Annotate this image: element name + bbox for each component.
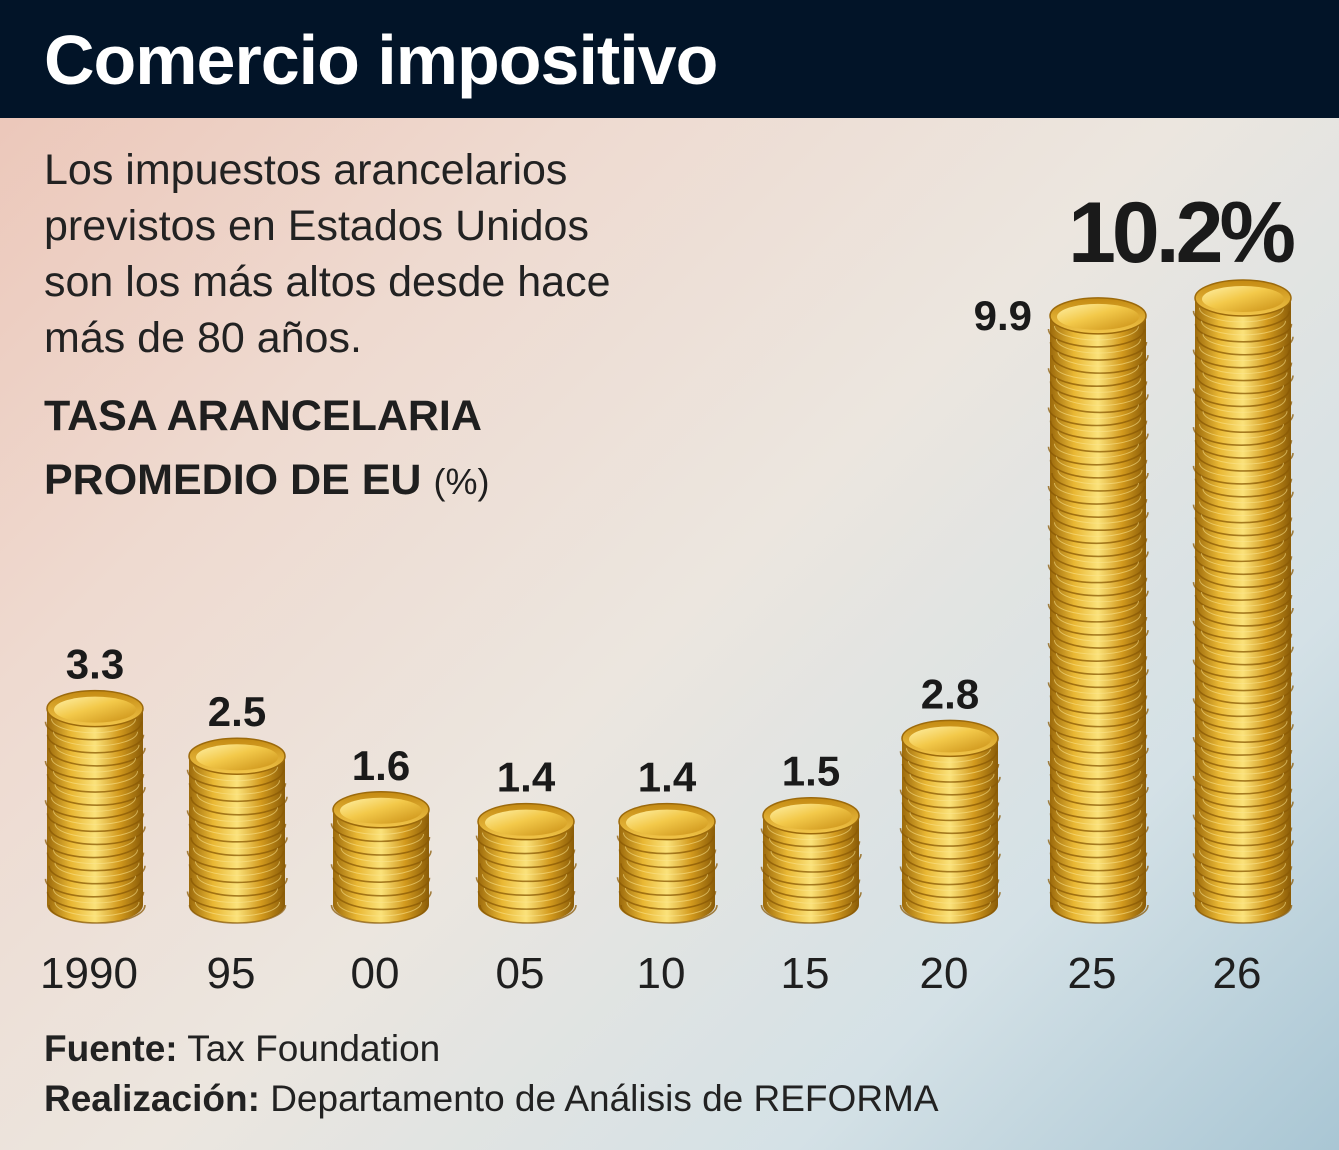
chart-title-text: TASA ARANCELARIA PROMEDIO DE EU xyxy=(44,392,481,504)
tick-label: 25 xyxy=(1068,949,1117,998)
value-label: 9.9 xyxy=(974,292,1032,339)
bar-15 xyxy=(760,796,862,924)
value-label: 1.5 xyxy=(782,748,840,795)
tick-label: 10 xyxy=(637,949,686,998)
tick-label: 95 xyxy=(207,949,256,998)
bar-05 xyxy=(475,802,577,924)
value-label: 10.2% xyxy=(1068,185,1294,281)
title-bar: Comercio impositivo xyxy=(0,0,1339,118)
value-label: 2.8 xyxy=(921,670,979,717)
tick-label: 00 xyxy=(351,949,400,998)
bar-1990 xyxy=(44,689,146,924)
source-text: Tax Foundation xyxy=(187,1028,441,1069)
credit-line: Realización: Departamento de Análisis de… xyxy=(44,1074,939,1124)
tick-label: 15 xyxy=(781,949,830,998)
bar-10 xyxy=(616,802,718,924)
source-label: Fuente: xyxy=(44,1028,178,1069)
chart-title: TASA ARANCELARIA PROMEDIO DE EU (%) xyxy=(44,384,564,514)
value-label: 1.6 xyxy=(352,742,410,789)
tick-label: 05 xyxy=(496,949,545,998)
value-label: 1.4 xyxy=(497,754,556,801)
tick-label: 1990 xyxy=(40,949,138,998)
bar-26 xyxy=(1192,279,1294,924)
bar-95 xyxy=(186,737,288,924)
credit-text: Departamento de Análisis de REFORMA xyxy=(270,1078,939,1119)
subtitle: Los impuestos arancelarios previstos en … xyxy=(44,146,611,362)
page-title: Comercio impositivo xyxy=(44,21,718,99)
credit-label: Realización: xyxy=(44,1078,260,1119)
tick-label: 20 xyxy=(920,949,969,998)
bar-00 xyxy=(330,791,432,924)
source-line: Fuente: Tax Foundation xyxy=(44,1024,939,1074)
value-label: 2.5 xyxy=(208,688,266,735)
footer: Fuente: Tax Foundation Realización: Depa… xyxy=(44,1024,939,1124)
tick-label: 26 xyxy=(1213,949,1262,998)
chart-unit: (%) xyxy=(433,461,490,502)
value-label: 1.4 xyxy=(638,754,697,801)
bar-20 xyxy=(899,719,1001,924)
bar-25 xyxy=(1047,297,1149,924)
value-label: 3.3 xyxy=(66,641,124,688)
